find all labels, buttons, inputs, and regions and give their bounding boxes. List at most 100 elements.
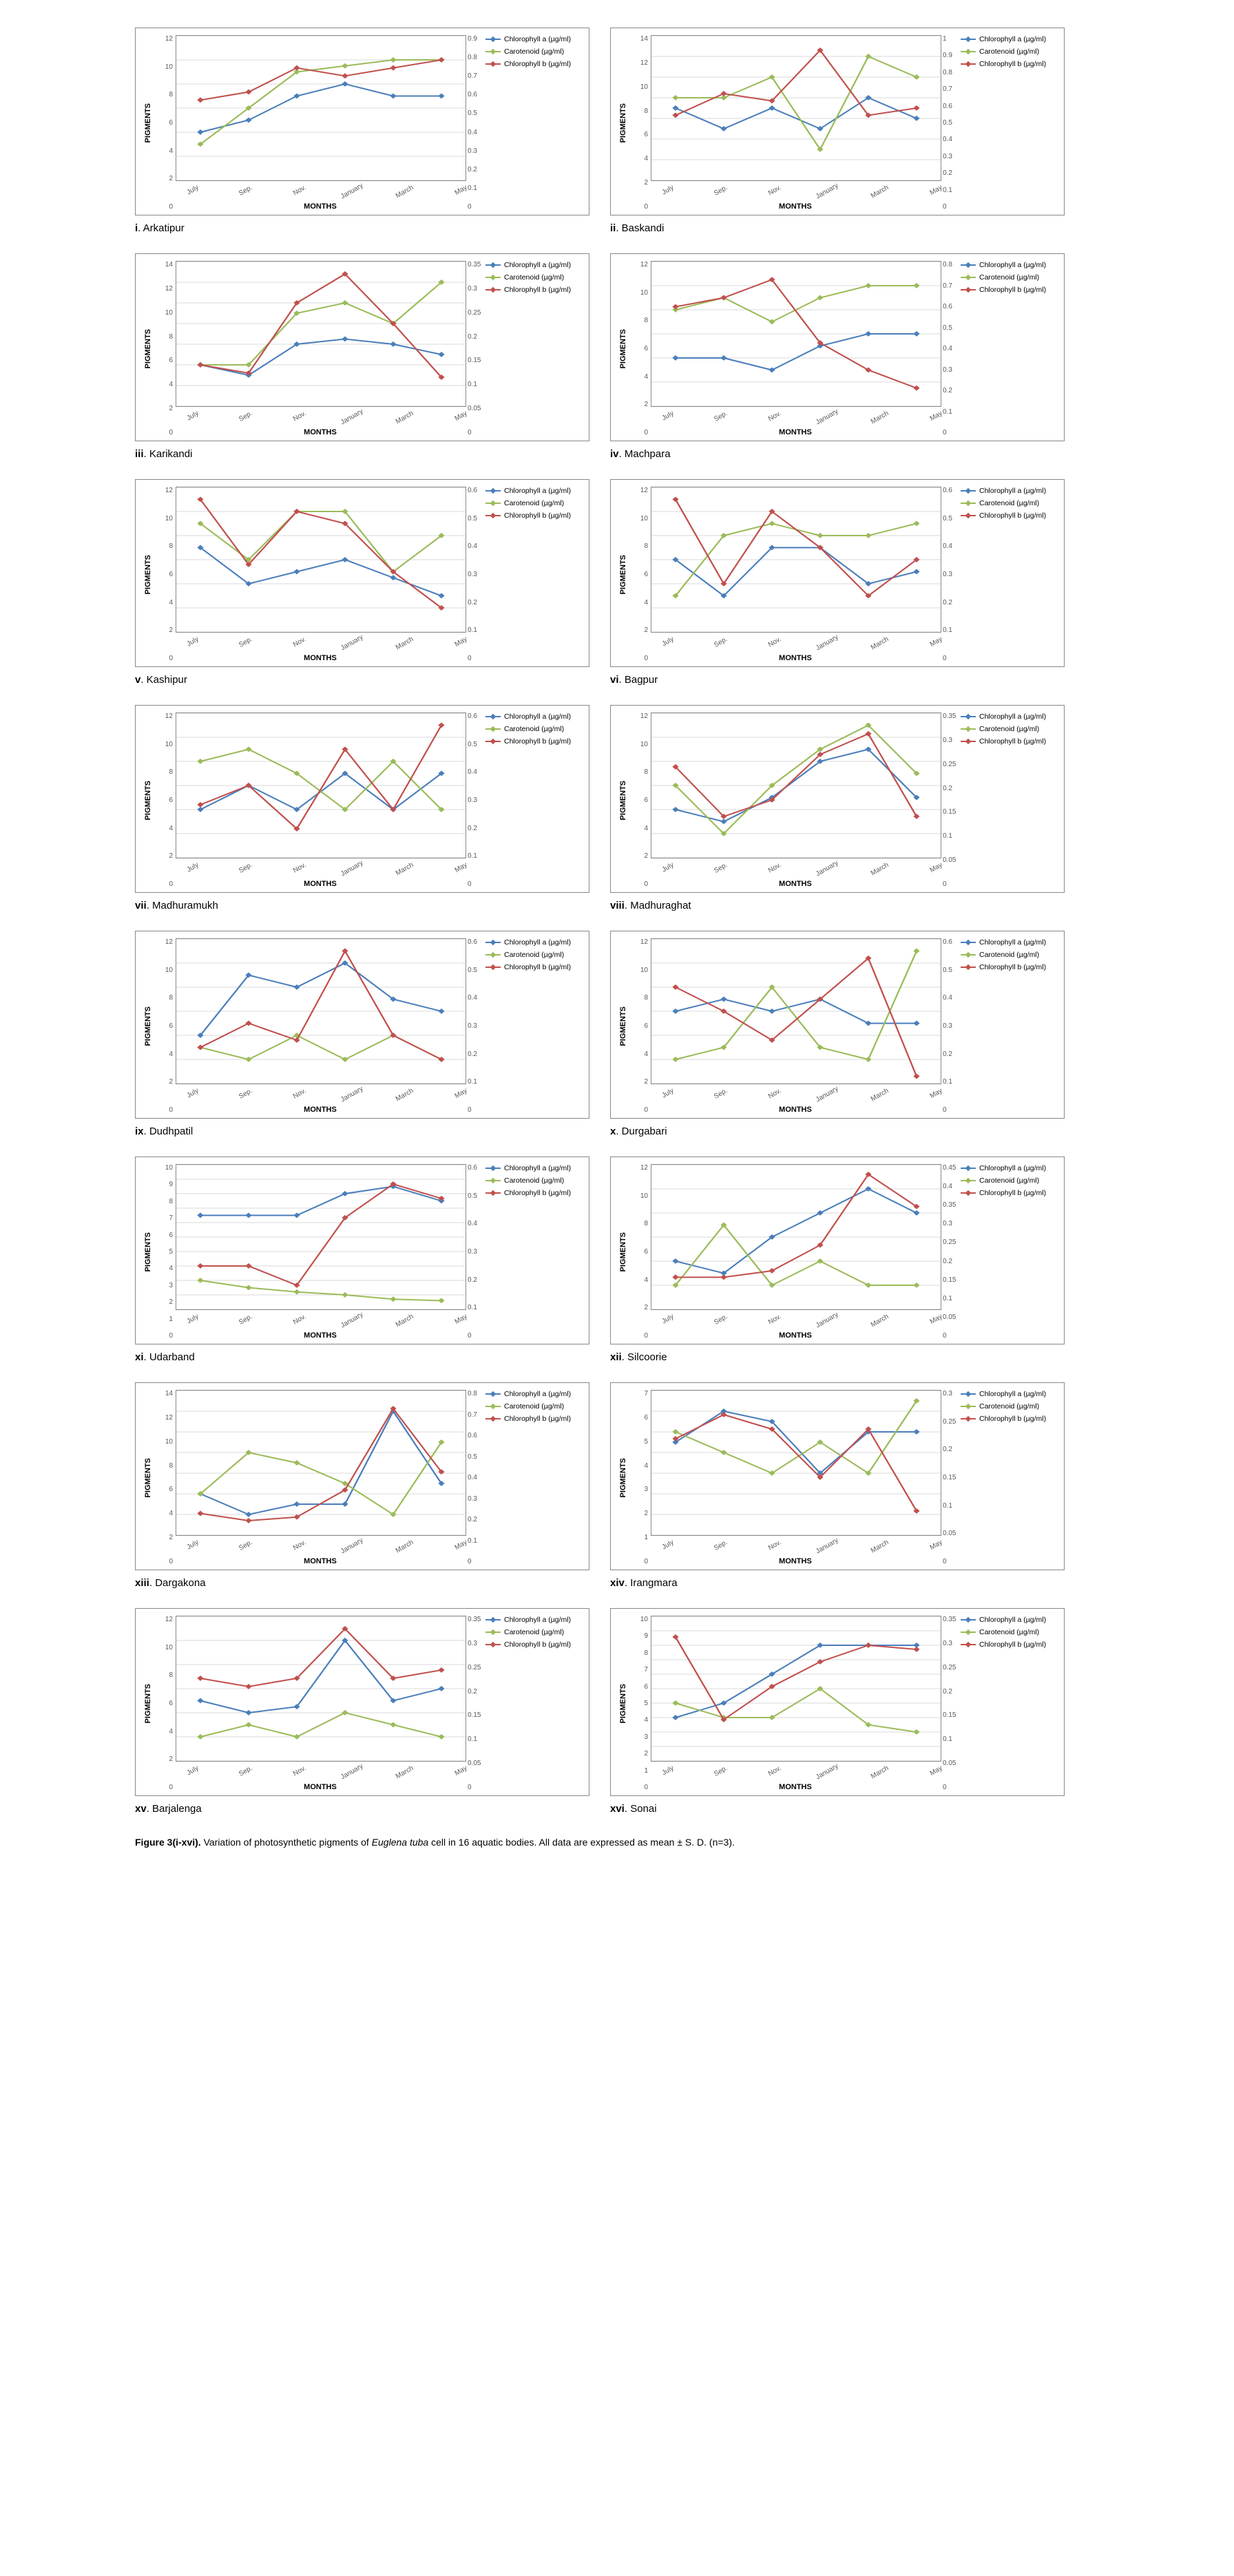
y2-ticks: 0.350.30.250.20.150.10.050 (943, 712, 958, 888)
caption-vi: vi. Bagpur (610, 674, 1065, 686)
x-axis-label: MONTHS (651, 1557, 940, 1565)
chart-plot-vi (651, 487, 941, 633)
x-axis-label: MONTHS (651, 1106, 940, 1114)
caption-iii: iii. Karikandi (135, 448, 589, 460)
legend: Chlorophyll a (µg/ml) Carotenoid (µg/ml)… (961, 938, 1057, 1114)
chart-cell-i: PIGMENTS 121086420 JulySep.Nov.JanuaryMa… (135, 28, 589, 215)
legend-carotenoid: Carotenoid (µg/ml) (961, 273, 1057, 282)
legend-carotenoid: Carotenoid (µg/ml) (485, 273, 582, 282)
y2-ticks: 0.60.50.40.30.20.10 (468, 938, 483, 1114)
caption-ii: ii. Baskandi (610, 222, 1065, 234)
caption-v: v. Kashipur (135, 674, 589, 686)
chart-box-ii: PIGMENTS 14121086420 JulySep.Nov.January… (610, 28, 1065, 215)
caption-vii: vii. Madhuramukh (135, 900, 589, 911)
chart-row: PIGMENTS 121086420 JulySep.Nov.JanuaryMa… (135, 705, 1099, 893)
legend-label-carotenoid: Carotenoid (µg/ml) (979, 725, 1039, 733)
y-axis-label: PIGMENTS (143, 1684, 154, 1723)
legend-chl-b: Chlorophyll b (µg/ml) (961, 286, 1057, 294)
y2-ticks: 0.80.70.60.50.40.30.20.10 (468, 1390, 483, 1565)
y-axis-label: PIGMENTS (143, 103, 154, 142)
legend-label-chl-a: Chlorophyll a (µg/ml) (504, 35, 571, 43)
y1-ticks: 121086420 (158, 35, 173, 211)
caption-x: x. Durgabari (610, 1126, 1065, 1137)
caption-xiii: xiii. Dargakona (135, 1577, 589, 1589)
legend: Chlorophyll a (µg/ml) Carotenoid (µg/ml)… (961, 487, 1057, 662)
chart-plot-xiv (651, 1390, 941, 1536)
legend-label-chl-a: Chlorophyll a (µg/ml) (979, 1616, 1046, 1624)
caption-xvi: xvi. Sonai (610, 1803, 1065, 1815)
legend: Chlorophyll a (µg/ml) Carotenoid (µg/ml)… (961, 1616, 1057, 1791)
legend-label-chl-b: Chlorophyll b (µg/ml) (504, 511, 571, 520)
legend-label-chl-a: Chlorophyll a (µg/ml) (979, 1390, 1046, 1398)
x-axis-label: MONTHS (176, 1783, 465, 1791)
legend-label-carotenoid: Carotenoid (µg/ml) (979, 273, 1039, 282)
legend-label-chl-a: Chlorophyll a (µg/ml) (504, 1164, 571, 1172)
y2-ticks: 0.60.50.40.30.20.10 (943, 487, 958, 662)
chart-plot-iv (651, 261, 941, 407)
y1-ticks: 121086420 (633, 712, 648, 888)
chart-plot-xii (651, 1164, 941, 1310)
x-axis-label: MONTHS (176, 880, 465, 888)
y2-ticks: 0.350.30.250.20.150.10.050 (943, 1616, 958, 1791)
y1-ticks: 14121086420 (158, 1390, 173, 1565)
y1-ticks: 121086420 (158, 712, 173, 888)
y1-ticks: 76543210 (633, 1390, 648, 1565)
legend-label-chl-a: Chlorophyll a (µg/ml) (979, 35, 1046, 43)
y1-ticks: 121086420 (633, 1164, 648, 1340)
x-ticks: JulySep.Nov.JanuaryMarchMay (176, 635, 465, 643)
legend-chl-b: Chlorophyll b (µg/ml) (961, 963, 1057, 971)
y2-ticks: 0.80.70.60.50.40.30.20.10 (943, 261, 958, 436)
legend: Chlorophyll a (µg/ml) Carotenoid (µg/ml)… (961, 1164, 1057, 1340)
legend: Chlorophyll a (µg/ml) Carotenoid (µg/ml)… (485, 712, 582, 888)
x-axis-label: MONTHS (176, 654, 465, 662)
chart-plot-ix (176, 938, 466, 1084)
chart-plot-i (176, 35, 466, 181)
legend-label-carotenoid: Carotenoid (µg/ml) (979, 1402, 1039, 1411)
figure-text-2: cell in 16 aquatic bodies. All data are … (428, 1837, 735, 1848)
legend-label-chl-a: Chlorophyll a (µg/ml) (979, 1164, 1046, 1172)
legend-label-chl-a: Chlorophyll a (µg/ml) (504, 487, 571, 495)
legend-carotenoid: Carotenoid (µg/ml) (961, 1402, 1057, 1411)
y-axis-label: PIGMENTS (143, 1458, 154, 1497)
legend-chl-a: Chlorophyll a (µg/ml) (485, 938, 582, 947)
x-axis-label: MONTHS (176, 1106, 465, 1114)
chart-row: PIGMENTS 14121086420 JulySep.Nov.January… (135, 253, 1099, 441)
y1-ticks: 121086420 (158, 487, 173, 662)
y2-ticks: 0.60.50.40.30.20.10 (468, 1164, 483, 1340)
chart-box-ix: PIGMENTS 121086420 JulySep.Nov.JanuaryMa… (135, 931, 589, 1119)
legend-label-chl-b: Chlorophyll b (µg/ml) (979, 60, 1046, 68)
legend-label-chl-b: Chlorophyll b (µg/ml) (979, 1189, 1046, 1197)
chart-row: PIGMENTS 121086420 JulySep.Nov.JanuaryMa… (135, 1608, 1099, 1796)
chart-plot-iii (176, 261, 466, 407)
chart-plot-viii (651, 712, 941, 858)
y2-ticks: 0.90.80.70.60.50.40.30.20.10 (468, 35, 483, 211)
legend-carotenoid: Carotenoid (µg/ml) (961, 47, 1057, 56)
chart-box-xv: PIGMENTS 121086420 JulySep.Nov.JanuaryMa… (135, 1608, 589, 1796)
legend-carotenoid: Carotenoid (µg/ml) (961, 499, 1057, 507)
legend-label-chl-a: Chlorophyll a (µg/ml) (979, 938, 1046, 947)
legend-chl-a: Chlorophyll a (µg/ml) (485, 1390, 582, 1398)
y1-ticks: 109876543210 (633, 1616, 648, 1791)
chart-cell-xiv: PIGMENTS 76543210 JulySep.Nov.JanuaryMar… (610, 1382, 1065, 1570)
caption-row: i. Arkatipur ii. Baskandi (135, 222, 1099, 234)
legend-label-chl-a: Chlorophyll a (µg/ml) (504, 938, 571, 947)
chart-box-x: PIGMENTS 121086420 JulySep.Nov.JanuaryMa… (610, 931, 1065, 1119)
legend: Chlorophyll a (µg/ml) Carotenoid (µg/ml)… (485, 487, 582, 662)
chart-box-xi: PIGMENTS 109876543210 JulySep.Nov.Januar… (135, 1157, 589, 1344)
legend-chl-a: Chlorophyll a (µg/ml) (961, 487, 1057, 495)
figure-italic: Euglena tuba (372, 1837, 429, 1848)
x-ticks: JulySep.Nov.JanuaryMarchMay (176, 1313, 465, 1320)
y-axis-label: PIGMENTS (618, 103, 629, 142)
legend-chl-a: Chlorophyll a (µg/ml) (961, 1164, 1057, 1172)
figure-caption: Figure 3(i-xvi). Variation of photosynth… (135, 1835, 1099, 1850)
legend-chl-b: Chlorophyll b (µg/ml) (485, 963, 582, 971)
caption-row: iii. Karikandi iv. Machpara (135, 448, 1099, 460)
chart-cell-iii: PIGMENTS 14121086420 JulySep.Nov.January… (135, 253, 589, 441)
legend-chl-a: Chlorophyll a (µg/ml) (961, 938, 1057, 947)
chart-box-v: PIGMENTS 121086420 JulySep.Nov.JanuaryMa… (135, 479, 589, 667)
legend-carotenoid: Carotenoid (µg/ml) (485, 725, 582, 733)
legend: Chlorophyll a (µg/ml) Carotenoid (µg/ml)… (485, 35, 582, 211)
y-axis-label: PIGMENTS (618, 1006, 629, 1046)
chart-row: PIGMENTS 121086420 JulySep.Nov.JanuaryMa… (135, 931, 1099, 1119)
legend-chl-a: Chlorophyll a (µg/ml) (961, 1616, 1057, 1624)
